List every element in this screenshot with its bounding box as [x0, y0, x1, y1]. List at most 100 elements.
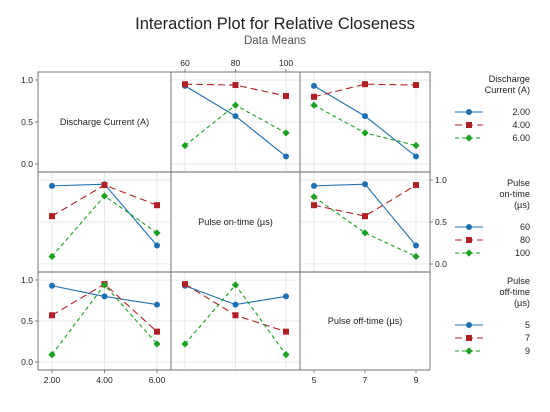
series-line	[313, 83, 417, 98]
series-point	[154, 301, 160, 308]
series-point	[153, 229, 161, 237]
series-point	[283, 293, 289, 300]
series-point	[49, 312, 55, 319]
ytick-label: 0.5	[21, 316, 33, 326]
legend-key-marker	[466, 122, 472, 128]
xtick-label: 9	[414, 375, 419, 385]
series-point	[282, 129, 290, 137]
series-point	[413, 182, 419, 189]
ytick-label-right: 1.0	[435, 175, 447, 185]
xtick-label: 7	[363, 375, 368, 385]
legend-key-marker	[465, 249, 473, 257]
ytick-label: 0.0	[21, 357, 33, 367]
legend-key-marker	[465, 347, 473, 355]
series-point	[232, 301, 239, 308]
series-point	[182, 281, 188, 288]
series-point	[283, 92, 289, 99]
legend-entry-label: 4.00	[512, 120, 530, 130]
ytick-label: 0.0	[21, 159, 33, 169]
series-point	[232, 312, 239, 319]
ytick-label: 1.0	[21, 75, 33, 85]
series-point	[49, 213, 55, 220]
legend-entry-label: 60	[520, 222, 530, 232]
legend-title: on-time	[499, 189, 530, 199]
series-line	[313, 184, 417, 217]
series-point	[232, 113, 239, 120]
series-point	[100, 281, 109, 289]
ytick-label-right: 0.5	[435, 217, 447, 227]
series-point	[154, 202, 160, 209]
xtick-label: 2.00	[44, 375, 61, 385]
series-point	[311, 93, 317, 100]
legend-key-marker	[466, 335, 472, 341]
legend-title: (µs)	[514, 298, 530, 308]
xtick-label-top: 100	[279, 58, 293, 68]
xtick-label-top: 80	[231, 58, 241, 68]
series-point	[282, 351, 290, 359]
chart-title: Interaction Plot for Relative Closeness	[135, 15, 415, 33]
legend-key-marker	[466, 224, 472, 230]
series-point	[413, 153, 419, 160]
series-point	[362, 81, 368, 88]
series-point	[100, 192, 109, 200]
legend-entry-label: 2.00	[512, 107, 530, 117]
series-point	[310, 101, 318, 109]
series-point	[362, 113, 368, 120]
series-point	[283, 328, 289, 335]
series-point	[153, 340, 161, 348]
diagonal-factor-label: Pulse on-time (µs)	[198, 217, 273, 227]
series-point	[311, 182, 317, 189]
legend-entry-label: 80	[520, 235, 530, 245]
chart-subtitle: Data Means	[244, 35, 306, 47]
ytick-label: 1.0	[21, 275, 33, 285]
series-point	[181, 141, 189, 150]
xtick-label-top: 60	[180, 58, 190, 68]
series-point	[311, 202, 317, 209]
legend-title: (µs)	[514, 200, 530, 210]
legend-key-marker	[465, 134, 473, 142]
ytick-label-right: 0.0	[435, 259, 447, 269]
series-point	[231, 101, 240, 109]
xtick-label: 4.00	[96, 375, 113, 385]
diagonal-factor-label: Pulse off-time (µs)	[328, 316, 403, 326]
series-line	[313, 196, 417, 257]
legend-entry-label: 9	[525, 346, 530, 356]
series-point	[49, 182, 55, 189]
series-point	[101, 293, 108, 300]
series-point	[361, 129, 369, 137]
series-point	[182, 81, 188, 88]
series-point	[412, 252, 420, 261]
xtick-label: 6.00	[149, 375, 166, 385]
legend-title: Pulse	[507, 178, 530, 188]
series-point	[413, 82, 419, 89]
legend-key-marker	[466, 322, 472, 328]
legend-entry-label: 100	[515, 248, 530, 258]
series-point	[49, 282, 55, 289]
series-point	[412, 141, 420, 150]
series-point	[311, 82, 317, 89]
series-point	[154, 242, 160, 249]
series-point	[48, 351, 56, 359]
legend-entry-label: 6.00	[512, 133, 530, 143]
legend-title: off-time	[500, 287, 530, 297]
legend-entry-label: 7	[525, 333, 530, 343]
series-point	[181, 340, 189, 348]
legend-title: Current (A)	[485, 85, 530, 95]
legend-title: Pulse	[507, 276, 530, 286]
series-point	[154, 328, 160, 335]
legend-entry-label: 5	[525, 320, 530, 330]
series-point	[101, 182, 108, 189]
diagonal-factor-label: Discharge Current (A)	[60, 117, 149, 127]
series-point	[232, 82, 239, 89]
legend-key-marker	[466, 109, 472, 115]
xtick-label: 5	[312, 375, 317, 385]
legend-title: Discharge	[489, 74, 530, 84]
series-point	[362, 213, 368, 220]
series-point	[283, 153, 289, 160]
series-point	[413, 242, 419, 249]
series-point	[48, 252, 56, 261]
series-point	[362, 181, 368, 188]
legend-key-marker	[466, 237, 472, 243]
